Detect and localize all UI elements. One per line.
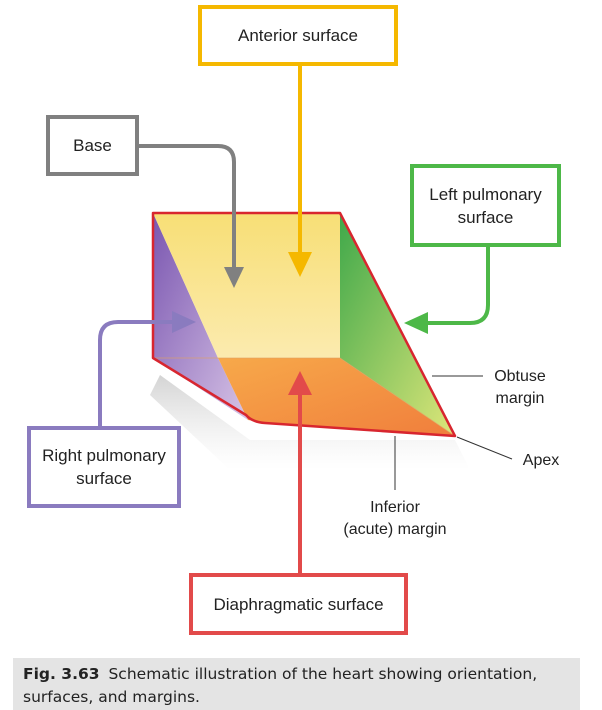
anterior-face: [153, 213, 340, 358]
apex-label: Apex: [512, 450, 570, 472]
right-pulmonary-connector: [98, 320, 175, 428]
heart-outline: [151, 211, 457, 438]
anterior-surface-text: Anterior surface: [238, 26, 358, 45]
base-arrowhead: [224, 267, 244, 288]
diaphragmatic-surface-text: Diaphragmatic surface: [213, 594, 384, 614]
right-pulmonary-text-line2: surface: [76, 469, 132, 488]
left-pulmonary-arrowhead: [404, 312, 428, 334]
heart-block: [151, 211, 457, 438]
inferior-margin-line2: (acute) margin: [343, 521, 447, 538]
obtuse-margin-line1: Obtuse: [494, 368, 546, 385]
diaphragmatic-arrowhead: [288, 371, 312, 395]
figure-caption-text: Schematic illustration of the heart show…: [23, 665, 538, 706]
left-pulmonary-text-line2: surface: [457, 207, 514, 227]
apex-text: Apex: [522, 452, 560, 469]
anterior-surface-label: Anterior surface: [202, 9, 394, 62]
obtuse-margin-label: Obtuse margin: [482, 366, 558, 410]
figure-number: Fig. 3.63: [23, 665, 100, 683]
apex-leader: [456, 436, 513, 460]
anterior-arrowhead: [288, 252, 312, 277]
left-pulmonary-connector: [425, 246, 490, 325]
left-pulmonary-surface-label: Left pulmonary surface: [414, 168, 557, 243]
figure-caption: Fig. 3.63 Schematic illustration of the …: [13, 658, 580, 710]
inferior-margin-line1: Inferior: [370, 499, 420, 516]
right-pulmonary-face: [153, 213, 248, 420]
diaphragmatic-surface-label: Diaphragmatic surface: [193, 577, 404, 631]
block-shadow: [150, 375, 470, 470]
left-pulmonary-text-line1: Left pulmonary: [429, 184, 542, 204]
diaphragmatic-face: [218, 358, 455, 436]
right-pulmonary-text-line1: Right pulmonary: [42, 446, 166, 465]
right-pulmonary-arrowhead: [172, 311, 196, 333]
base-connector: [138, 144, 236, 270]
inferior-acute-margin-label: Inferior (acute) margin: [322, 497, 468, 541]
obtuse-margin-line2: margin: [495, 390, 545, 407]
base-label: Base: [50, 119, 135, 172]
base-text: Base: [73, 136, 112, 155]
right-pulmonary-surface-label: Right pulmonary surface: [31, 430, 177, 504]
